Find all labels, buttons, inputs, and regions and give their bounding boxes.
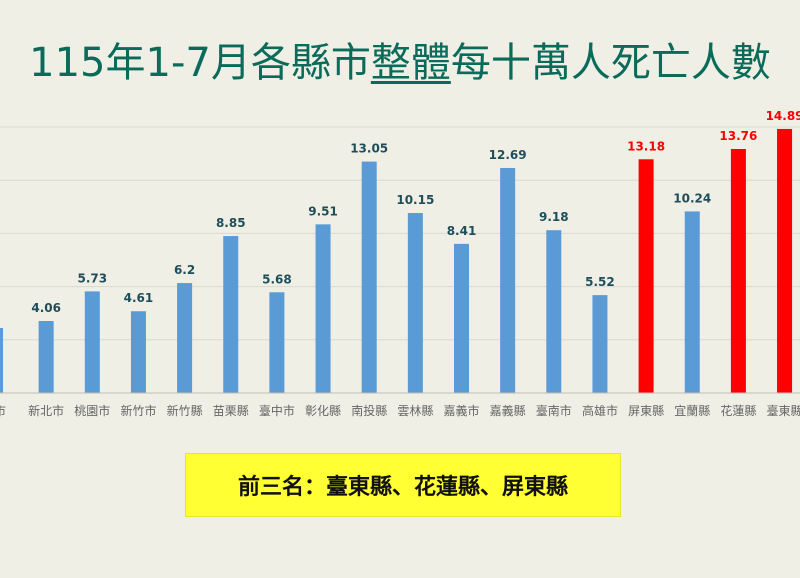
title-prefix: 115年1-7月各縣市 <box>29 40 371 86</box>
tick-label-宜蘭縣: 宜蘭縣 <box>674 403 710 418</box>
data-label-屏東縣: 13.18 <box>627 139 665 153</box>
tick-label-臺中市: 臺中市 <box>259 403 295 418</box>
tick-label-新北市: 新北市 <box>28 403 64 418</box>
title-suffix: 每十萬人死亡人數 <box>450 40 771 86</box>
top-three-callout: 前三名：臺東縣、花蓮縣、屏東縣 <box>186 454 620 516</box>
bar-嘉義市 <box>454 243 469 393</box>
data-label-臺南市: 9.18 <box>539 210 569 224</box>
tick-label-花蓮縣: 花蓮縣 <box>720 403 756 418</box>
bar-新竹市 <box>130 311 146 393</box>
data-label-南投縣: 13.05 <box>350 142 388 156</box>
bar-高雄市 <box>592 295 608 393</box>
bar-臺南市 <box>546 230 562 393</box>
data-labels: 4.06 5.73 4.61 6.2 8.85 5.68 9.51 13.05 10.15 8.4… <box>31 109 800 315</box>
data-label-桃園市: 5.73 <box>77 271 107 285</box>
title-underlined: 整體 <box>370 40 451 86</box>
bar-新竹縣 <box>177 283 193 393</box>
bar-桃園市 <box>84 291 100 393</box>
data-label-臺中市: 5.68 <box>262 272 292 286</box>
tick-label-屏東縣: 屏東縣 <box>628 404 664 418</box>
data-label-嘉義縣: 12.69 <box>489 148 527 162</box>
tick-label-臺南市: 臺南市 <box>536 403 572 418</box>
tick-label-臺東縣: 臺東縣 <box>767 403 800 418</box>
tick-label-高雄市: 高雄市 <box>582 403 618 418</box>
grid-lines <box>0 126 800 341</box>
bar-嘉義縣 <box>500 167 516 393</box>
tick-label-嘉義縣: 嘉義縣 <box>490 403 526 418</box>
tick-label-雲林縣: 雲林縣 <box>397 404 433 418</box>
data-label-苗栗縣: 8.85 <box>216 216 246 230</box>
bar-臺中市 <box>269 292 285 393</box>
data-label-花蓮縣: 13.76 <box>719 129 757 143</box>
x-tick-labels: 市 新北市桃園市新竹市新竹縣苗栗縣臺中市彰化縣南投縣雲林縣嘉義市嘉義縣臺南市高雄市… <box>0 403 800 418</box>
tick-label-市: 市 <box>0 403 6 418</box>
data-label-新北市: 4.06 <box>31 301 61 315</box>
data-label-彰化縣: 9.51 <box>308 204 338 218</box>
data-label-新竹市: 4.61 <box>124 291 154 305</box>
bar-雲林縣 <box>407 213 423 393</box>
tick-label-彰化縣: 彰化縣 <box>305 403 341 418</box>
data-label-嘉義市: 8.41 <box>447 224 477 238</box>
bar-彰化縣 <box>315 224 331 393</box>
bars <box>0 128 793 393</box>
bar-臺東縣 <box>777 128 793 393</box>
bar-宜蘭縣 <box>684 211 700 393</box>
data-label-高雄市: 5.52 <box>585 275 615 289</box>
tick-label-苗栗縣: 苗栗縣 <box>213 404 249 418</box>
bar-屏東縣 <box>638 159 654 393</box>
tick-label-桃園市: 桃園市 <box>74 403 110 418</box>
tick-label-嘉義市: 嘉義市 <box>443 403 479 418</box>
bar-cropped-left <box>0 328 3 393</box>
data-label-新竹縣: 6.2 <box>174 263 195 277</box>
chart-title: 115年1-7月各縣市整體每十萬人死亡人數 <box>0 30 800 88</box>
bar-花蓮縣 <box>730 148 746 393</box>
tick-label-新竹縣: 新竹縣 <box>167 403 203 418</box>
data-label-宜蘭縣: 10.24 <box>673 191 711 205</box>
bar-南投縣 <box>361 161 377 393</box>
bar-新北市 <box>38 321 54 393</box>
bar-苗栗縣 <box>223 236 239 393</box>
data-label-雲林縣: 10.15 <box>396 193 434 207</box>
data-label-臺東縣: 14.89 <box>766 109 800 123</box>
tick-label-南投縣: 南投縣 <box>351 403 387 418</box>
tick-label-新竹市: 新竹市 <box>120 403 156 418</box>
